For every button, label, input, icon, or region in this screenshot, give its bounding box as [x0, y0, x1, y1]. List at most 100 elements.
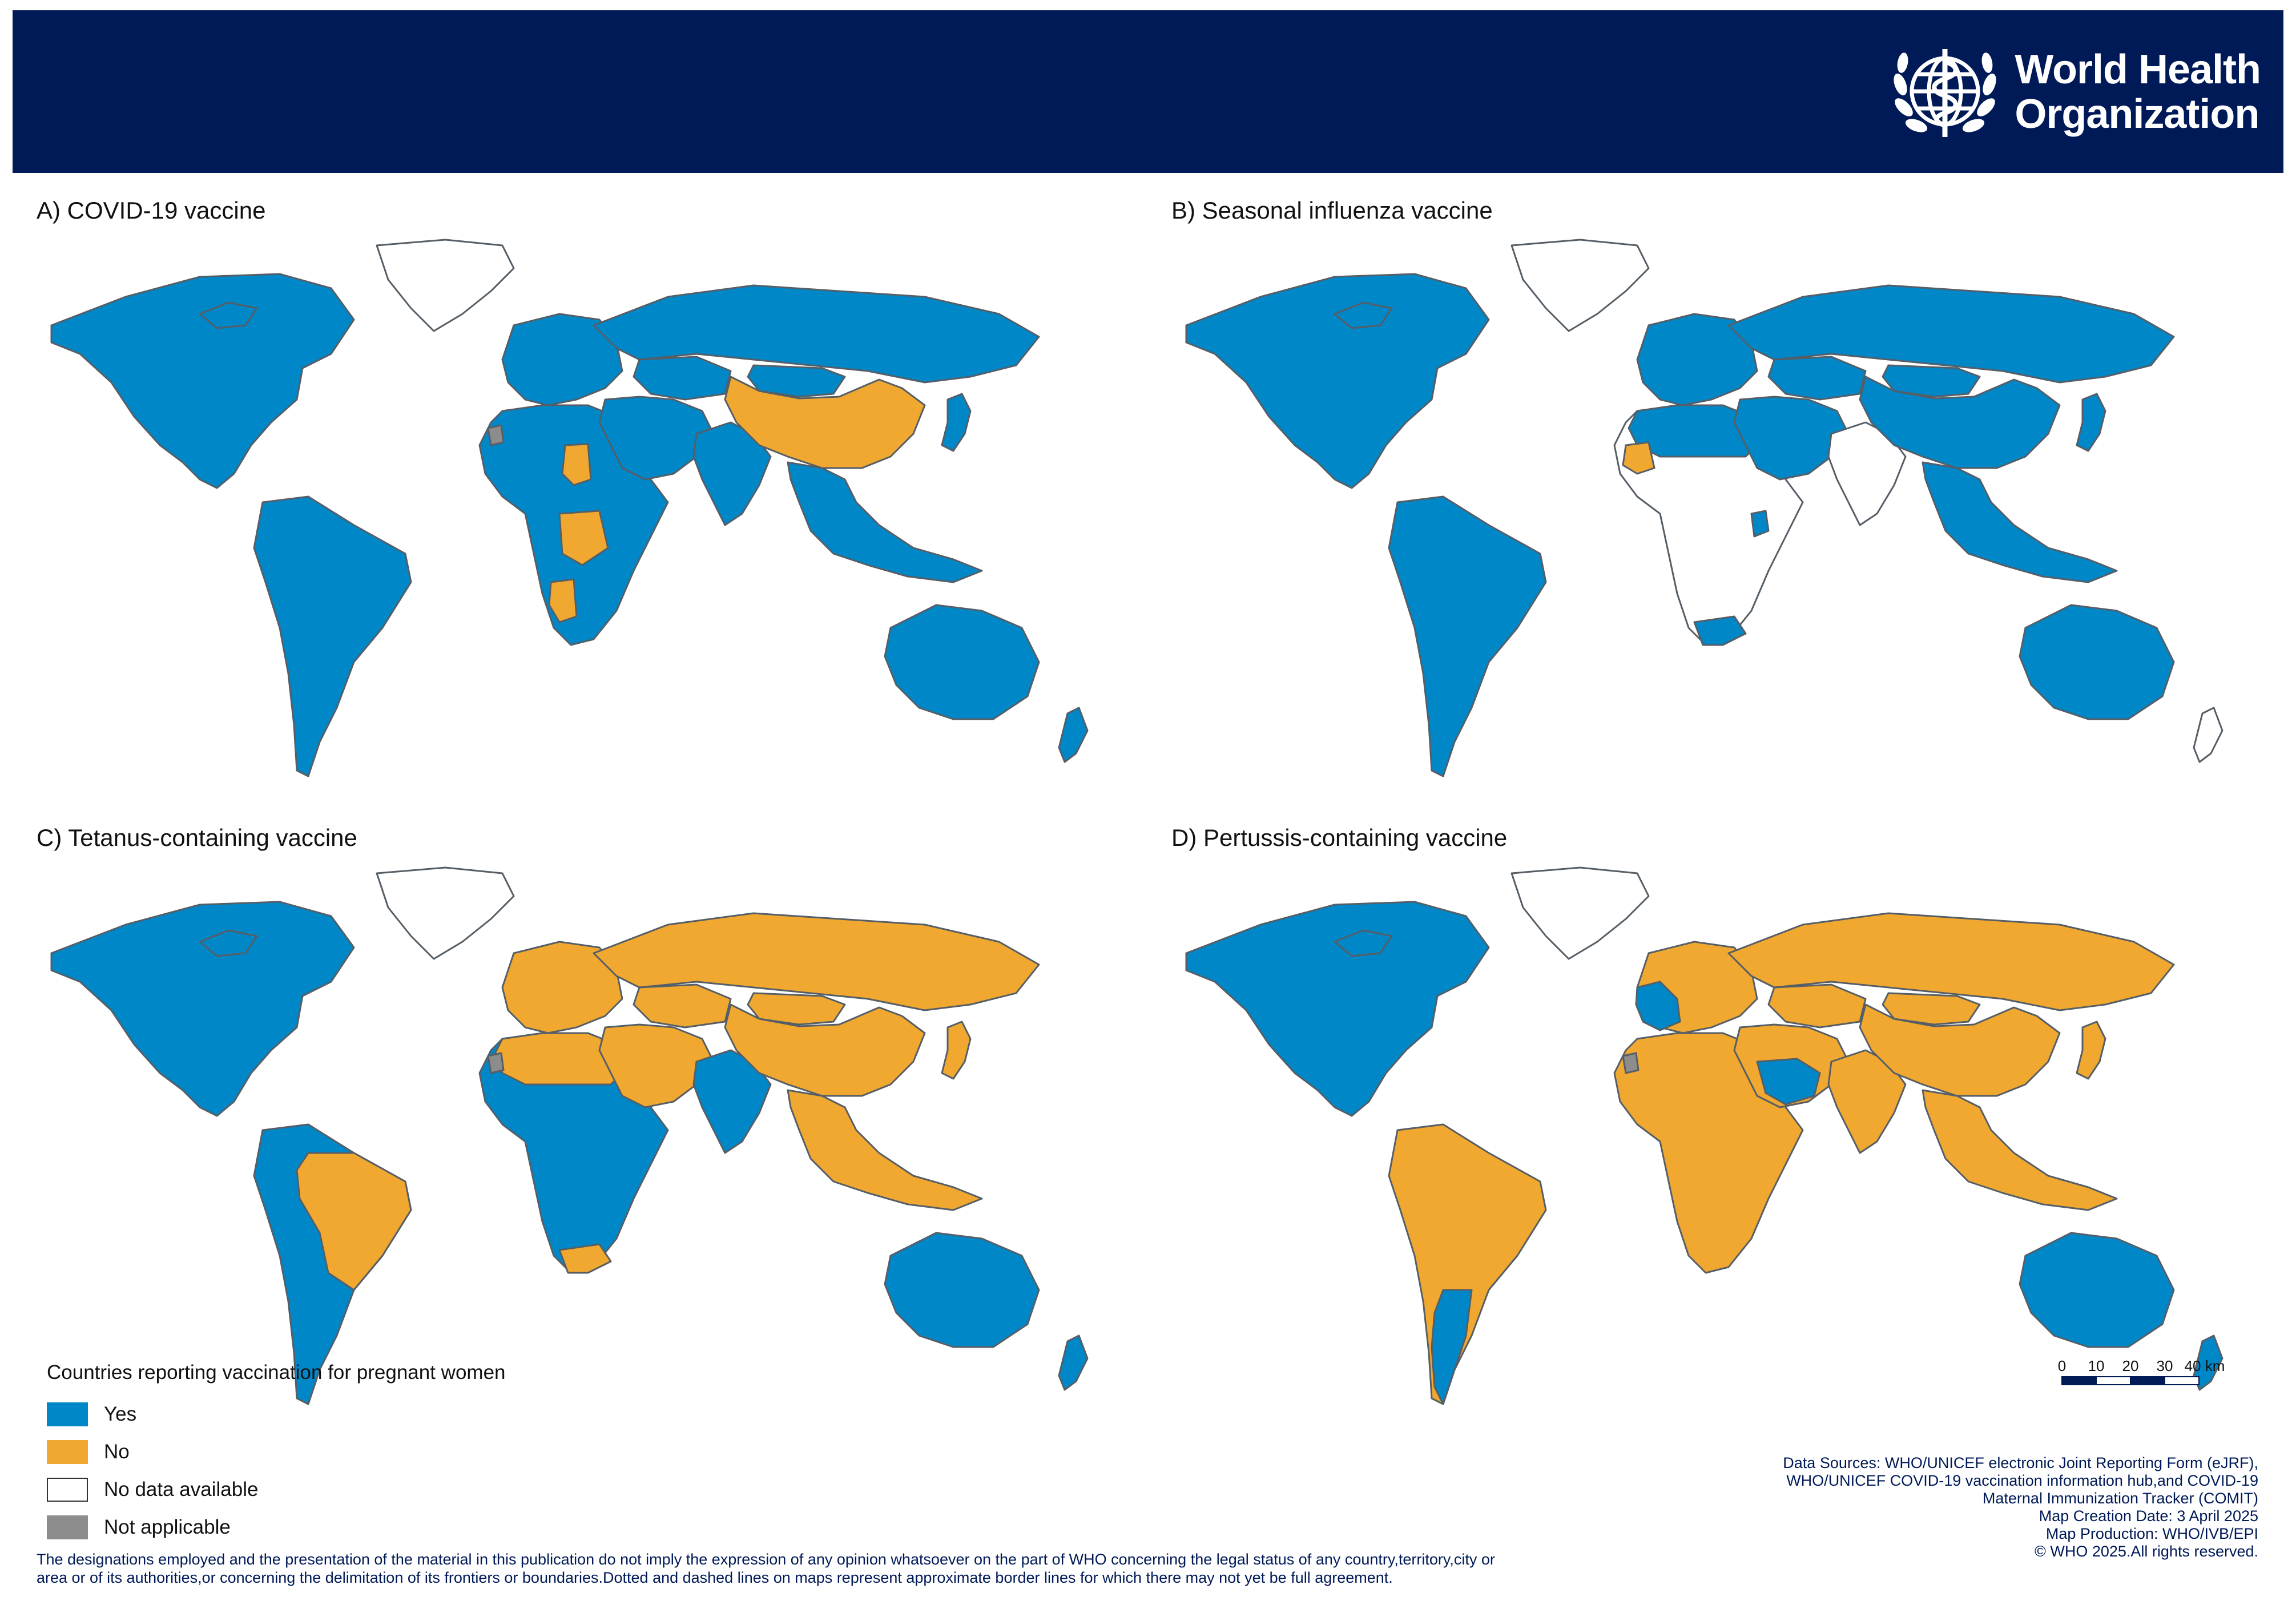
region-drc[interactable] — [558, 510, 609, 566]
legend-item-no: No — [47, 1433, 506, 1471]
legend-swatch-no-data — [47, 1478, 88, 1502]
region-kazakhstan[interactable] — [1767, 356, 1867, 401]
region-saudi-arabia[interactable] — [1756, 1058, 1821, 1106]
region-australia[interactable] — [884, 1232, 1040, 1348]
region-north-america[interactable] — [1185, 901, 1490, 1117]
region-middle-east[interactable] — [1733, 396, 1850, 481]
region-western-sahara[interactable] — [487, 1052, 505, 1074]
region-new-zealand[interactable] — [1058, 707, 1089, 763]
region-kazakhstan[interactable] — [633, 356, 732, 401]
region-kazakhstan[interactable] — [633, 983, 732, 1029]
region-south-africa[interactable] — [1693, 615, 1747, 646]
panel-title-c: C) Tetanus-containing vaccine — [37, 824, 357, 851]
panel-title-d: D) Pertussis-containing vaccine — [1171, 824, 1508, 851]
region-greenland[interactable] — [376, 866, 515, 960]
copyright: © WHO 2025.All rights reserved. — [2034, 1543, 2258, 1560]
disclaimer-line: The designations employed and the presen… — [37, 1551, 1495, 1568]
region-north-africa[interactable] — [1628, 404, 1758, 458]
world-map-svg — [1185, 866, 2224, 1405]
region-kazakhstan[interactable] — [1767, 983, 1867, 1029]
region-southeast-asia[interactable] — [787, 461, 983, 583]
region-greenland[interactable] — [1510, 239, 1650, 332]
region-mongolia[interactable] — [1882, 992, 1981, 1026]
header-banner: World Health Organization — [13, 10, 2283, 173]
region-north-america[interactable] — [50, 901, 355, 1117]
region-japan[interactable] — [2076, 393, 2106, 452]
region-middle-east[interactable] — [598, 396, 715, 481]
legend-swatch-not-applicable — [47, 1515, 88, 1539]
region-japan[interactable] — [941, 1021, 972, 1080]
legend-item-not-applicable: Not applicable — [47, 1509, 506, 1546]
region-new-zealand[interactable] — [2193, 707, 2224, 763]
region-southeast-asia[interactable] — [787, 1089, 983, 1211]
legend-item-no-data: No data available — [47, 1471, 506, 1509]
region-china[interactable] — [1859, 1003, 2061, 1097]
region-australia[interactable] — [2019, 1232, 2175, 1348]
region-mongolia[interactable] — [747, 364, 846, 398]
region-australia[interactable] — [884, 604, 1040, 720]
region-russia[interactable] — [593, 284, 1040, 384]
region-south-america[interactable] — [1388, 1123, 1547, 1405]
region-south-america[interactable] — [253, 495, 412, 777]
region-south-africa[interactable] — [558, 1243, 612, 1274]
region-russia[interactable] — [593, 912, 1040, 1011]
region-western-europe[interactable] — [1635, 981, 1681, 1031]
region-china[interactable] — [724, 1003, 926, 1097]
legend-label-no-data: No data available — [104, 1478, 259, 1501]
region-china[interactable] — [1859, 376, 2061, 469]
map-covid19[interactable] — [11, 228, 1119, 788]
region-north-america[interactable] — [50, 273, 355, 489]
region-north-america[interactable] — [1185, 273, 1490, 489]
sources-line: Data Sources: WHO/UNICEF electronic Join… — [1783, 1454, 2258, 1471]
who-emblem-icon — [1894, 49, 1996, 137]
legend-title: Countries reporting vaccination for preg… — [47, 1361, 506, 1384]
region-europe[interactable] — [1636, 313, 1758, 406]
who-logo[interactable]: World Health Organization — [1888, 39, 2261, 144]
region-europe[interactable] — [501, 313, 623, 406]
region-new-zealand[interactable] — [2193, 1334, 2224, 1391]
legend-label-not-applicable: Not applicable — [104, 1516, 231, 1538]
region-australia[interactable] — [2019, 604, 2175, 720]
region-argentina[interactable] — [1431, 1289, 1473, 1405]
map-production: Map Production: WHO/IVB/EPI — [2045, 1525, 2258, 1542]
scale-tick-30: 30 — [2157, 1358, 2173, 1374]
region-new-zealand[interactable] — [1058, 1334, 1089, 1391]
map-seasonal-influenza[interactable] — [1146, 228, 2254, 788]
legend-label-yes: Yes — [104, 1403, 137, 1425]
region-china[interactable] — [724, 376, 926, 469]
region-japan[interactable] — [941, 393, 972, 452]
sources-line: WHO/UNICEF COVID-19 vaccination informat… — [1786, 1472, 2258, 1489]
region-greenland[interactable] — [1510, 866, 1650, 960]
org-name-line1: World Health — [2015, 46, 2261, 92]
map-tetanus[interactable] — [11, 856, 1119, 1416]
region-brazil[interactable] — [296, 1152, 412, 1291]
region-middle-east[interactable] — [598, 1023, 715, 1108]
legend-label-no: No — [104, 1441, 130, 1463]
data-sources: Data Sources: WHO/UNICEF electronic Join… — [1630, 1454, 2258, 1560]
disclaimer-line: area or of its authorities,or concerning… — [37, 1569, 1393, 1586]
world-map-svg — [1185, 239, 2224, 777]
legend: Countries reporting vaccination for preg… — [47, 1361, 506, 1546]
region-southeast-asia[interactable] — [1922, 461, 2118, 583]
region-greenland[interactable] — [376, 239, 515, 332]
region-russia[interactable] — [1727, 912, 2175, 1011]
region-western-sahara[interactable] — [1622, 1052, 1640, 1074]
region-southeast-asia[interactable] — [1922, 1089, 2118, 1211]
org-name-line2: Organization — [2015, 91, 2259, 137]
scale-bar: 0 10 20 30 40 km — [2055, 1357, 2243, 1393]
scale-tick-20: 20 — [2122, 1358, 2139, 1374]
region-kenya[interactable] — [1750, 510, 1770, 538]
region-mauritania[interactable] — [1622, 441, 1655, 475]
region-south-america[interactable] — [1388, 495, 1547, 777]
region-western-sahara[interactable] — [487, 424, 505, 446]
region-mongolia[interactable] — [1882, 364, 1981, 398]
map-pertussis[interactable] — [1146, 856, 2254, 1416]
region-chad[interactable] — [561, 443, 592, 486]
region-japan[interactable] — [2076, 1021, 2106, 1080]
region-mongolia[interactable] — [747, 992, 846, 1026]
region-russia[interactable] — [1727, 284, 2175, 384]
scale-tick-10: 10 — [2088, 1358, 2105, 1374]
legend-swatch-yes — [47, 1402, 88, 1426]
region-europe[interactable] — [501, 941, 623, 1034]
region-namibia[interactable] — [548, 578, 578, 623]
